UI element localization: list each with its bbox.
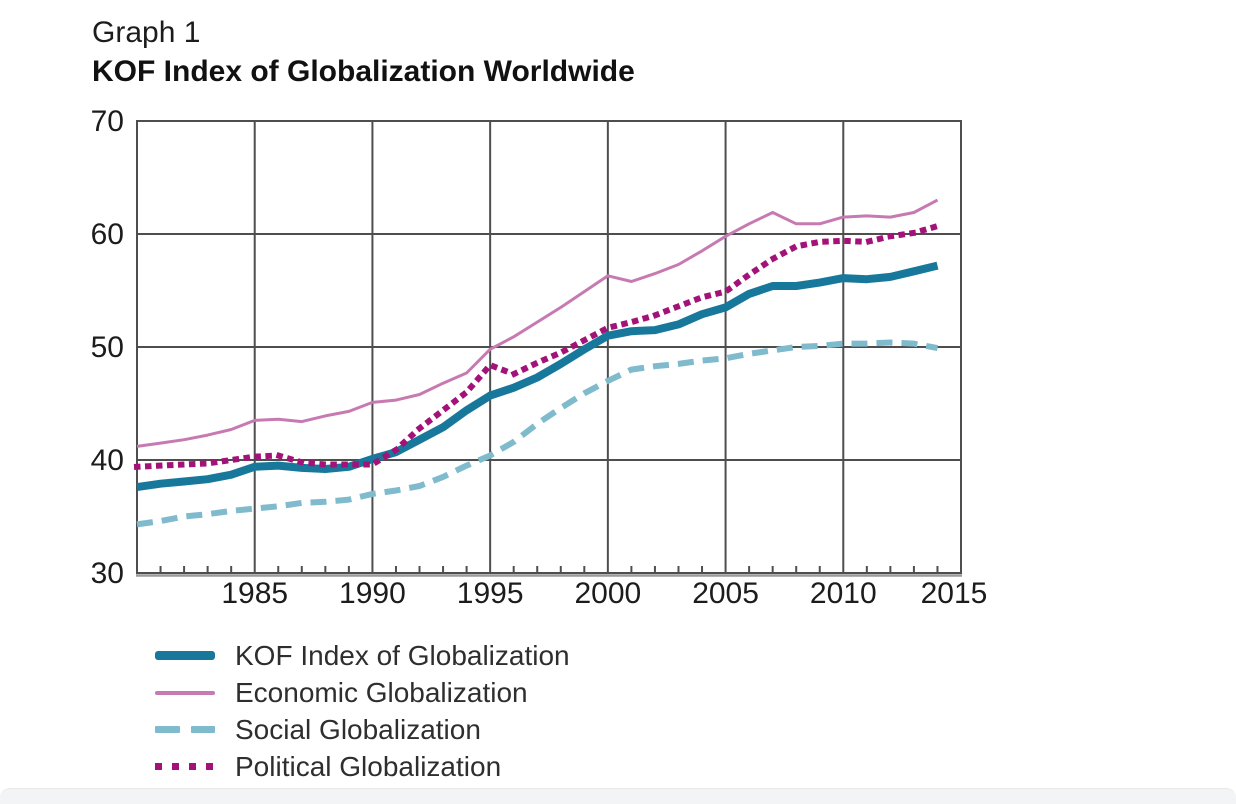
legend-item-kof-index: KOF Index of Globalization	[155, 637, 570, 674]
y-axis-label-40: 40	[91, 444, 124, 477]
chart-legend: KOF Index of Globalization Economic Glob…	[155, 637, 570, 785]
graph-number: Graph 1	[92, 16, 201, 49]
y-axis-label-30: 30	[91, 557, 124, 590]
political-dotted-swatch-icon	[155, 763, 215, 770]
page-title: KOF Index of Globalization Worldwide	[92, 55, 635, 88]
kof-index-line-swatch-icon	[155, 651, 215, 660]
series-line-kof-index-of-globalization	[136, 261, 939, 492]
x-axis-label-2000: 2000	[574, 577, 641, 610]
legend-item-political: Political Globalization	[155, 748, 570, 785]
legend-label: Social Globalization	[235, 713, 481, 745]
x-axis-label-2010: 2010	[810, 577, 877, 610]
series-line-social-globalization	[136, 339, 939, 528]
x-axis-label-1995: 1995	[457, 577, 524, 610]
series-line-political-globalization	[133, 222, 942, 470]
legend-item-economic: Economic Globalization	[155, 674, 570, 711]
chart-svg: 30 40 50 60 70 1985 1990 1995 2000 2005 2010 2015	[91, 105, 988, 610]
social-dashed-swatch-icon	[155, 726, 215, 733]
legend-label: KOF Index of Globalization	[235, 639, 570, 671]
series-line-economic-globalization	[136, 198, 939, 448]
x-axis-label-2015: 2015	[921, 577, 988, 610]
y-axis-label-70: 70	[91, 105, 124, 138]
chart-header: Graph 1 KOF Index of Globalization World…	[92, 14, 635, 92]
x-axis-label-2005: 2005	[692, 577, 759, 610]
economic-line-swatch-icon	[155, 690, 215, 695]
x-axis-label-1985: 1985	[221, 577, 288, 610]
legend-item-social: Social Globalization	[155, 711, 570, 748]
bottom-card-edge	[0, 788, 1236, 804]
y-axis-label-60: 60	[91, 218, 124, 251]
x-axis-label-1990: 1990	[339, 577, 406, 610]
legend-label: Political Globalization	[235, 750, 502, 782]
y-axis-label-50: 50	[91, 331, 124, 364]
legend-label: Economic Globalization	[235, 676, 528, 708]
